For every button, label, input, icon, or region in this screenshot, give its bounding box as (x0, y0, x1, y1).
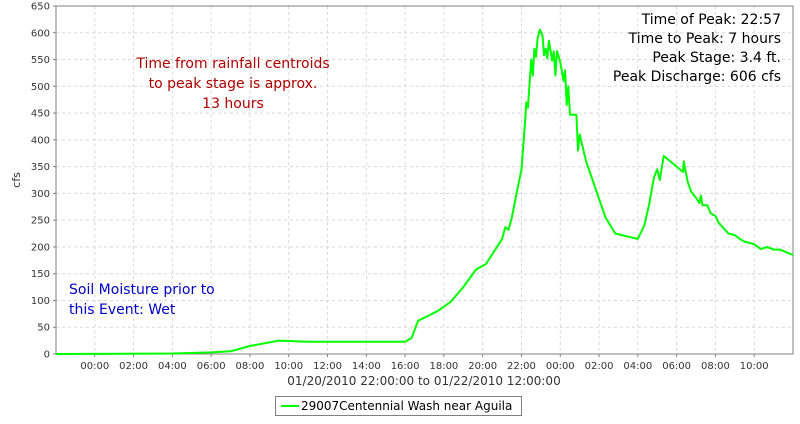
x-axis: 00:00 02:00 04:00 06:00 08:00 10:00 12:00 14:00… (80, 354, 769, 372)
peak-info-line-4: Peak Discharge: 606 cfs (613, 69, 781, 85)
rainfall-annotation-line-1: Time from rainfall centroids (135, 56, 329, 72)
y-axis: 0 50 100 150 200 250 300 350 400 450 500 550 600 650 (31, 2, 56, 361)
y-tick-label: 550 (31, 55, 50, 66)
x-tick-label: 08:00 (701, 361, 730, 372)
x-tick-label: 00:00 (546, 361, 575, 372)
peak-info-line-3: Peak Stage: 3.4 ft. (652, 50, 781, 66)
x-tick-label: 16:00 (391, 361, 420, 372)
y-tick-label: 400 (31, 135, 50, 146)
soil-annotation-line-2: this Event: Wet (69, 302, 176, 318)
x-axis-label: 01/20/2010 22:00:00 to 01/22/2010 12:00:… (287, 374, 560, 388)
soil-moisture-annotation: Soil Moisture prior to this Event: Wet (69, 282, 215, 318)
rainfall-annotation: Time from rainfall centroids to peak sta… (135, 56, 329, 112)
x-tick-label: 18:00 (429, 361, 458, 372)
series-layer (55, 28, 794, 355)
legend-swatch (281, 405, 299, 407)
x-tick-label: 14:00 (352, 361, 381, 372)
peak-info-annotation: Time of Peak: 22:57 Time to Peak: 7 hour… (613, 12, 781, 85)
x-tick-label: 04:00 (158, 361, 187, 372)
y-tick-label: 50 (37, 323, 50, 334)
x-tick-label: 22:00 (507, 361, 536, 372)
legend-entry-label: 29007Centennial Wash near Aguila (301, 399, 513, 413)
y-tick-label: 650 (31, 2, 50, 13)
x-tick-label: 06:00 (197, 361, 226, 372)
x-tick-label: 10:00 (274, 361, 303, 372)
x-tick-label: 10:00 (740, 361, 769, 372)
x-tick-label: 04:00 (623, 361, 652, 372)
soil-annotation-line-1: Soil Moisture prior to (69, 282, 215, 298)
y-tick-label: 300 (31, 189, 50, 200)
x-tick-label: 12:00 (313, 361, 342, 372)
y-tick-label: 450 (31, 109, 50, 120)
y-tick-label: 600 (31, 28, 50, 39)
y-tick-label: 250 (31, 216, 50, 227)
series-line (55, 28, 794, 355)
x-tick-label: 06:00 (662, 361, 691, 372)
y-tick-label: 0 (44, 350, 50, 361)
y-tick-label: 100 (31, 296, 50, 307)
x-tick-label: 08:00 (236, 361, 265, 372)
x-tick-label: 02:00 (119, 361, 148, 372)
y-tick-label: 200 (31, 242, 50, 253)
x-tick-label: 02:00 (585, 361, 614, 372)
peak-info-line-2: Time to Peak: 7 hours (628, 31, 781, 47)
y-tick-label: 150 (31, 269, 50, 280)
legend: 29007Centennial Wash near Aguila (275, 396, 522, 416)
plot-area (55, 5, 794, 355)
rainfall-annotation-line-2: to peak stage is approx. (149, 76, 318, 92)
x-tick-label: 00:00 (80, 361, 109, 372)
y-axis-label: cfs (10, 172, 23, 188)
y-tick-label: 350 (31, 162, 50, 173)
x-tick-label: 20:00 (468, 361, 497, 372)
y-tick-label: 500 (31, 82, 50, 93)
peak-info-line-1: Time of Peak: 22:57 (641, 12, 781, 28)
rainfall-annotation-line-3: 13 hours (202, 96, 264, 112)
